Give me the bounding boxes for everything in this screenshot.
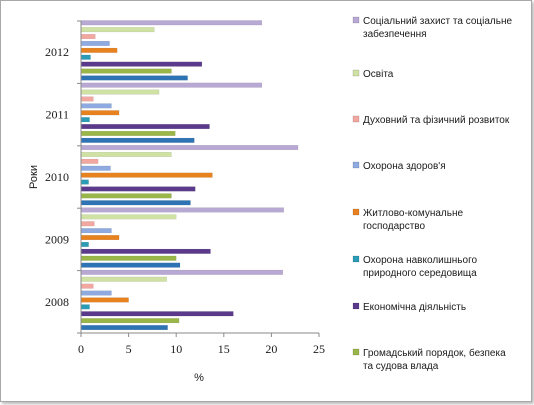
- bar-6-2010: [80, 158, 99, 164]
- x-tick-label: 10: [170, 342, 182, 356]
- x-tick-label: 20: [265, 342, 277, 356]
- bar-3-2010: [80, 179, 89, 185]
- bar-extra-2008: [80, 325, 168, 331]
- bar-7-2008: [80, 276, 167, 282]
- bar-7-2010: [80, 151, 172, 157]
- legend-swatch: [352, 69, 360, 77]
- bar-extra-2011: [80, 137, 195, 143]
- bar-1-2010: [80, 193, 172, 199]
- bar-3-2012: [80, 54, 91, 60]
- x-tick-label: 0: [78, 342, 84, 356]
- x-tick-label: 5: [126, 342, 132, 356]
- bar-6-2008: [80, 283, 94, 289]
- bar-2-2010: [80, 186, 196, 192]
- bar-2-2011: [80, 124, 210, 130]
- legend-swatch: [352, 16, 360, 24]
- legend-label: Житлово-комунальне господарство: [363, 208, 463, 232]
- bar-7-2011: [80, 89, 160, 95]
- bar-2-2012: [80, 61, 203, 67]
- legend-swatch: [352, 348, 360, 356]
- legend-swatch: [352, 115, 360, 123]
- x-axis-title: %: [194, 372, 204, 384]
- legend-label: Охорона навколишнього природного середови…: [363, 255, 477, 279]
- bar-5-2012: [80, 40, 110, 46]
- bar-1-2012: [80, 68, 172, 74]
- x-tick-label: 25: [313, 342, 325, 356]
- bar-4-2008: [80, 297, 129, 303]
- y-tick-label: 2011: [45, 108, 69, 122]
- bar-4-2010: [80, 172, 213, 178]
- legend-label: Соціальний захист та соціальне забезпечен…: [363, 16, 512, 40]
- bar-3-2008: [80, 304, 90, 310]
- bar-5-2011: [80, 103, 112, 109]
- legend-label: Освіта: [363, 69, 394, 80]
- legend-label: Громадський порядок, безпека та судова вл…: [363, 347, 506, 372]
- bar-8-2008: [80, 269, 284, 275]
- legend-swatch: [352, 302, 360, 310]
- bar-8-2009: [80, 207, 284, 213]
- bar-3-2011: [80, 117, 90, 123]
- legend-swatch: [352, 255, 360, 263]
- bar-4-2009: [80, 235, 120, 241]
- y-tick-label: 2008: [45, 295, 69, 309]
- y-axis-title: Роки: [28, 165, 40, 189]
- legend-label: Охорона здоров'я: [363, 161, 446, 172]
- legend-label: Економічна діяльність: [363, 302, 466, 313]
- bar-8-2011: [80, 82, 263, 88]
- bar-4-2012: [80, 47, 118, 53]
- bar-4-2011: [80, 110, 120, 116]
- y-tick-label: 2010: [45, 170, 69, 184]
- bar-3-2009: [80, 241, 89, 247]
- bar-5-2010: [80, 165, 111, 171]
- bar-7-2009: [80, 214, 177, 220]
- bar-6-2009: [80, 221, 95, 227]
- bar-7-2012: [80, 27, 155, 33]
- y-tick-label: 2009: [45, 232, 69, 246]
- legend-label: Духовний та фізичний розвиток: [363, 114, 510, 126]
- x-tick-label: 15: [218, 342, 230, 356]
- bar-extra-2010: [80, 200, 191, 206]
- bar-6-2012: [80, 34, 96, 40]
- bar-5-2008: [80, 290, 112, 296]
- y-tick-label: 2012: [45, 45, 69, 59]
- bar-1-2011: [80, 130, 176, 136]
- bar-2-2009: [80, 248, 211, 254]
- bar-2-2008: [80, 311, 234, 317]
- bar-extra-2012: [80, 75, 188, 81]
- bar-1-2009: [80, 255, 177, 261]
- legend-swatch: [352, 161, 360, 169]
- bar-8-2010: [80, 145, 299, 151]
- bar-6-2011: [80, 96, 94, 102]
- bar-5-2009: [80, 228, 112, 234]
- bar-extra-2009: [80, 262, 181, 268]
- bar-1-2008: [80, 318, 180, 324]
- bar-8-2012: [80, 20, 263, 26]
- legend-swatch: [352, 208, 360, 216]
